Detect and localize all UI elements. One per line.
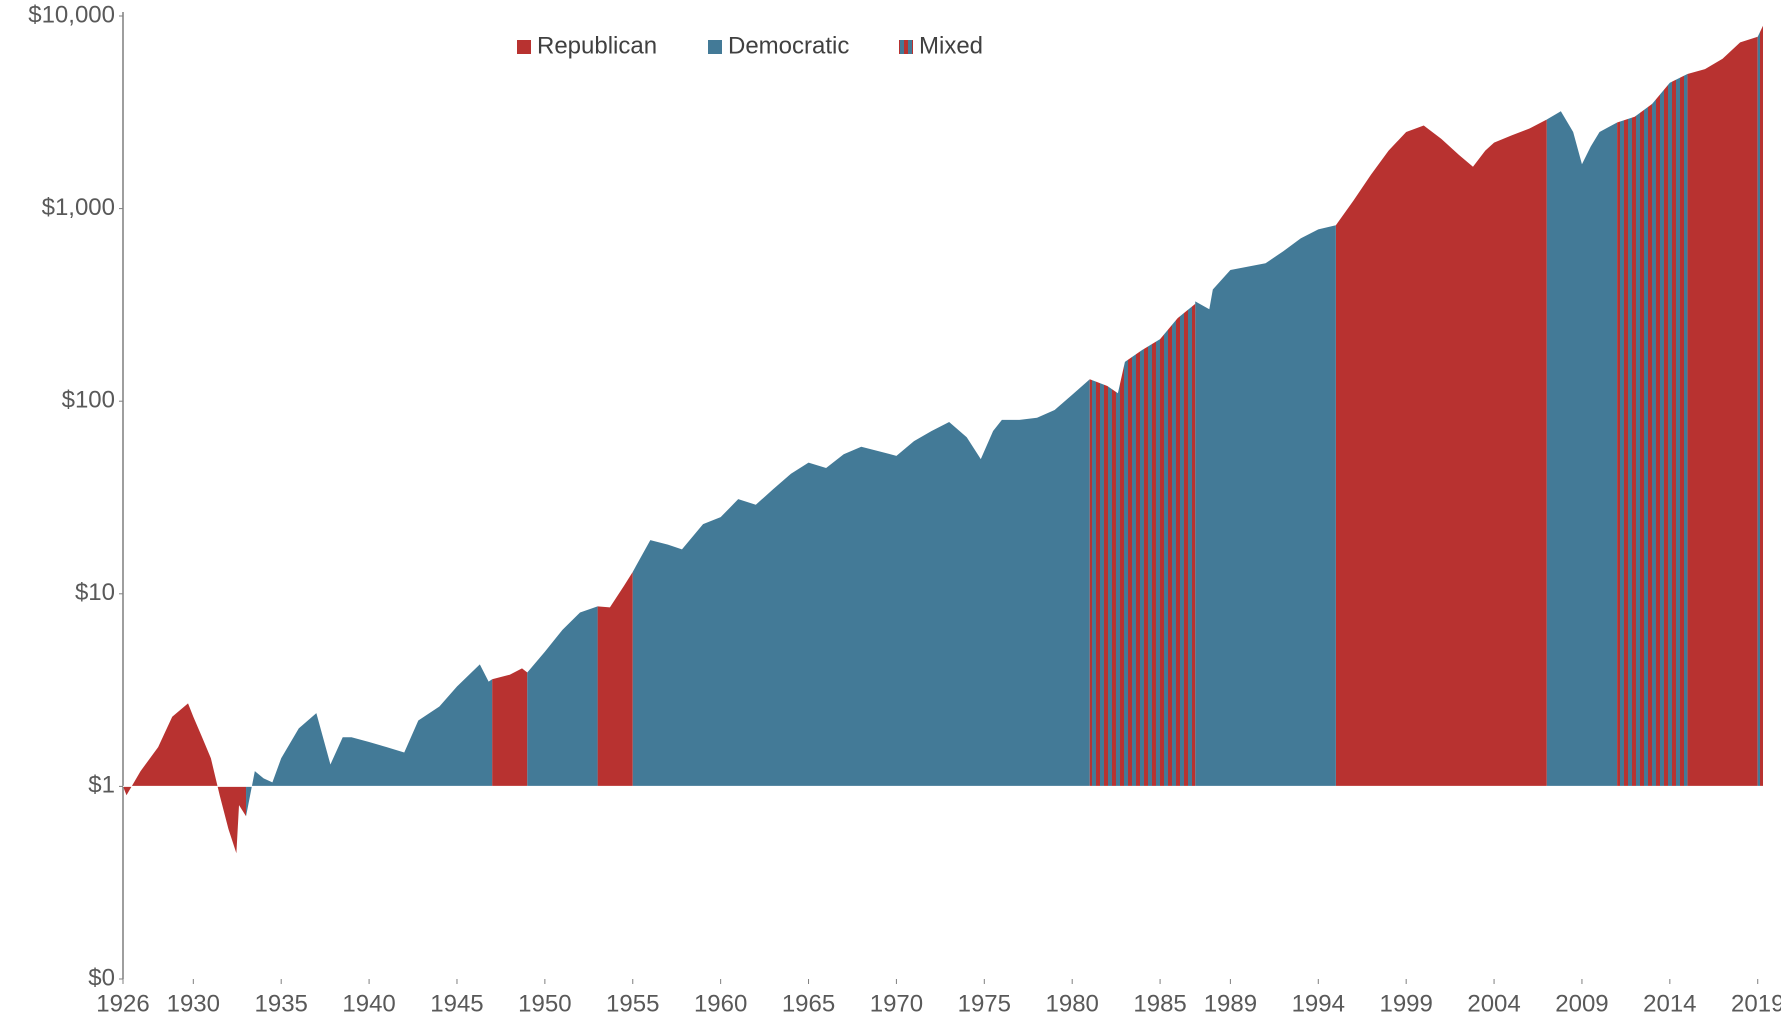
legend-swatch: [708, 40, 722, 54]
x-tick-label: 1926: [96, 990, 149, 1017]
x-tick-label: 1965: [782, 990, 835, 1017]
area: [1089, 25, 1763, 787]
legend: Republican Democratic Mixed: [517, 32, 983, 59]
legend-label: Republican: [537, 32, 657, 59]
x-tick-label: 1999: [1379, 990, 1432, 1017]
x-tick-label: 1945: [430, 990, 483, 1017]
x-tick-label: 2019: [1731, 990, 1781, 1017]
y-tick-label: $1: [88, 772, 115, 799]
x-tick-label: 1955: [606, 990, 659, 1017]
x-tick-label: 2004: [1467, 990, 1520, 1017]
legend-swatch: [517, 40, 531, 54]
area: [123, 36, 1758, 854]
x-tick-label: 1970: [870, 990, 923, 1017]
y-tick-label: $0: [88, 964, 115, 991]
x-tick-label: 1940: [342, 990, 395, 1017]
x-tick-label: 1989: [1204, 990, 1257, 1017]
x-tick-label: 2009: [1555, 990, 1608, 1017]
x-tick-label: 1980: [1046, 990, 1099, 1017]
legend-swatch: [899, 40, 913, 54]
x-tick-label: 2014: [1643, 990, 1696, 1017]
x-tick-label: 1960: [694, 990, 747, 1017]
legend-label: Mixed: [919, 32, 983, 59]
x-tick-label: 1935: [255, 990, 308, 1017]
legend-label: Democratic: [728, 32, 849, 59]
x-tick-label: 1985: [1133, 990, 1186, 1017]
x-tick-label: 1975: [958, 990, 1011, 1017]
y-tick-label: $10,000: [28, 1, 115, 28]
area: [246, 111, 1618, 817]
y-tick-label: $1,000: [42, 194, 115, 221]
y-tick-label: $10: [75, 579, 115, 606]
x-tick-label: 1930: [167, 990, 220, 1017]
x-tick-label: 1950: [518, 990, 571, 1017]
y-tick-label: $100: [62, 387, 115, 414]
x-tick-label: 1994: [1292, 990, 1345, 1017]
